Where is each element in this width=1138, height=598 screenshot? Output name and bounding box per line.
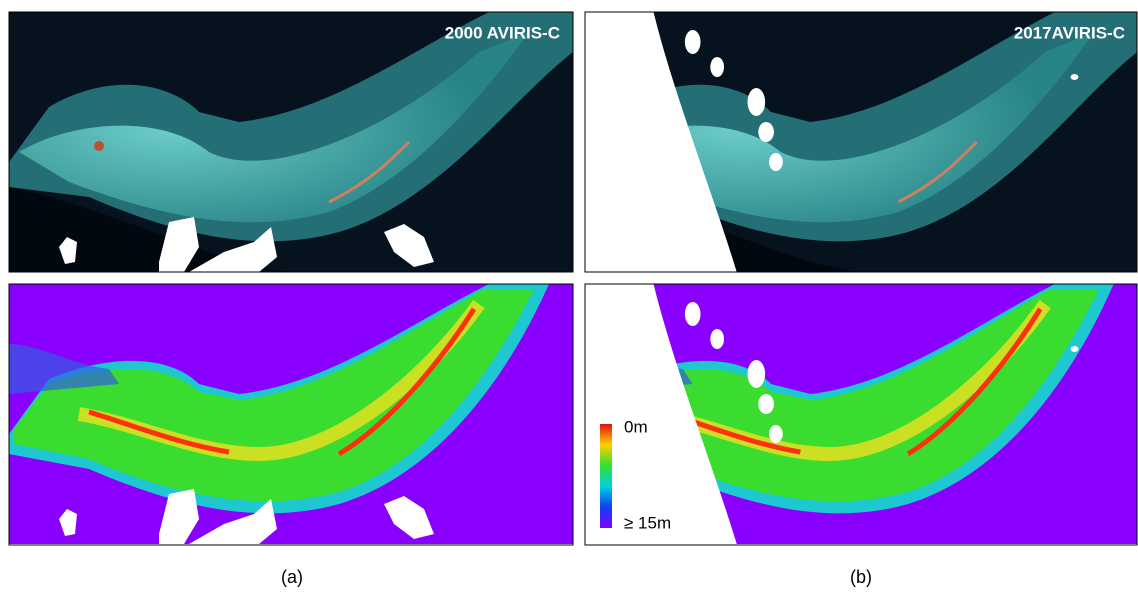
caption: (b)	[850, 567, 872, 587]
bathymetry-2017	[585, 284, 1137, 544]
colorbar-label: 0m	[624, 417, 648, 436]
image-2017	[585, 12, 1137, 272]
figure: 2000 AVIRIS-C 2017AVIRIS-C 0m ≥ 15m (a) …	[0, 0, 1138, 593]
panel-title: 2017AVIRIS-C	[1014, 23, 1125, 42]
panel-title: 2000 AVIRIS-C	[445, 23, 560, 42]
colorbar	[600, 424, 612, 528]
caption: (a)	[281, 567, 303, 587]
bathymetry-2000	[9, 284, 573, 544]
image-2000	[9, 12, 573, 272]
colorbar-label: ≥ 15m	[624, 513, 671, 532]
